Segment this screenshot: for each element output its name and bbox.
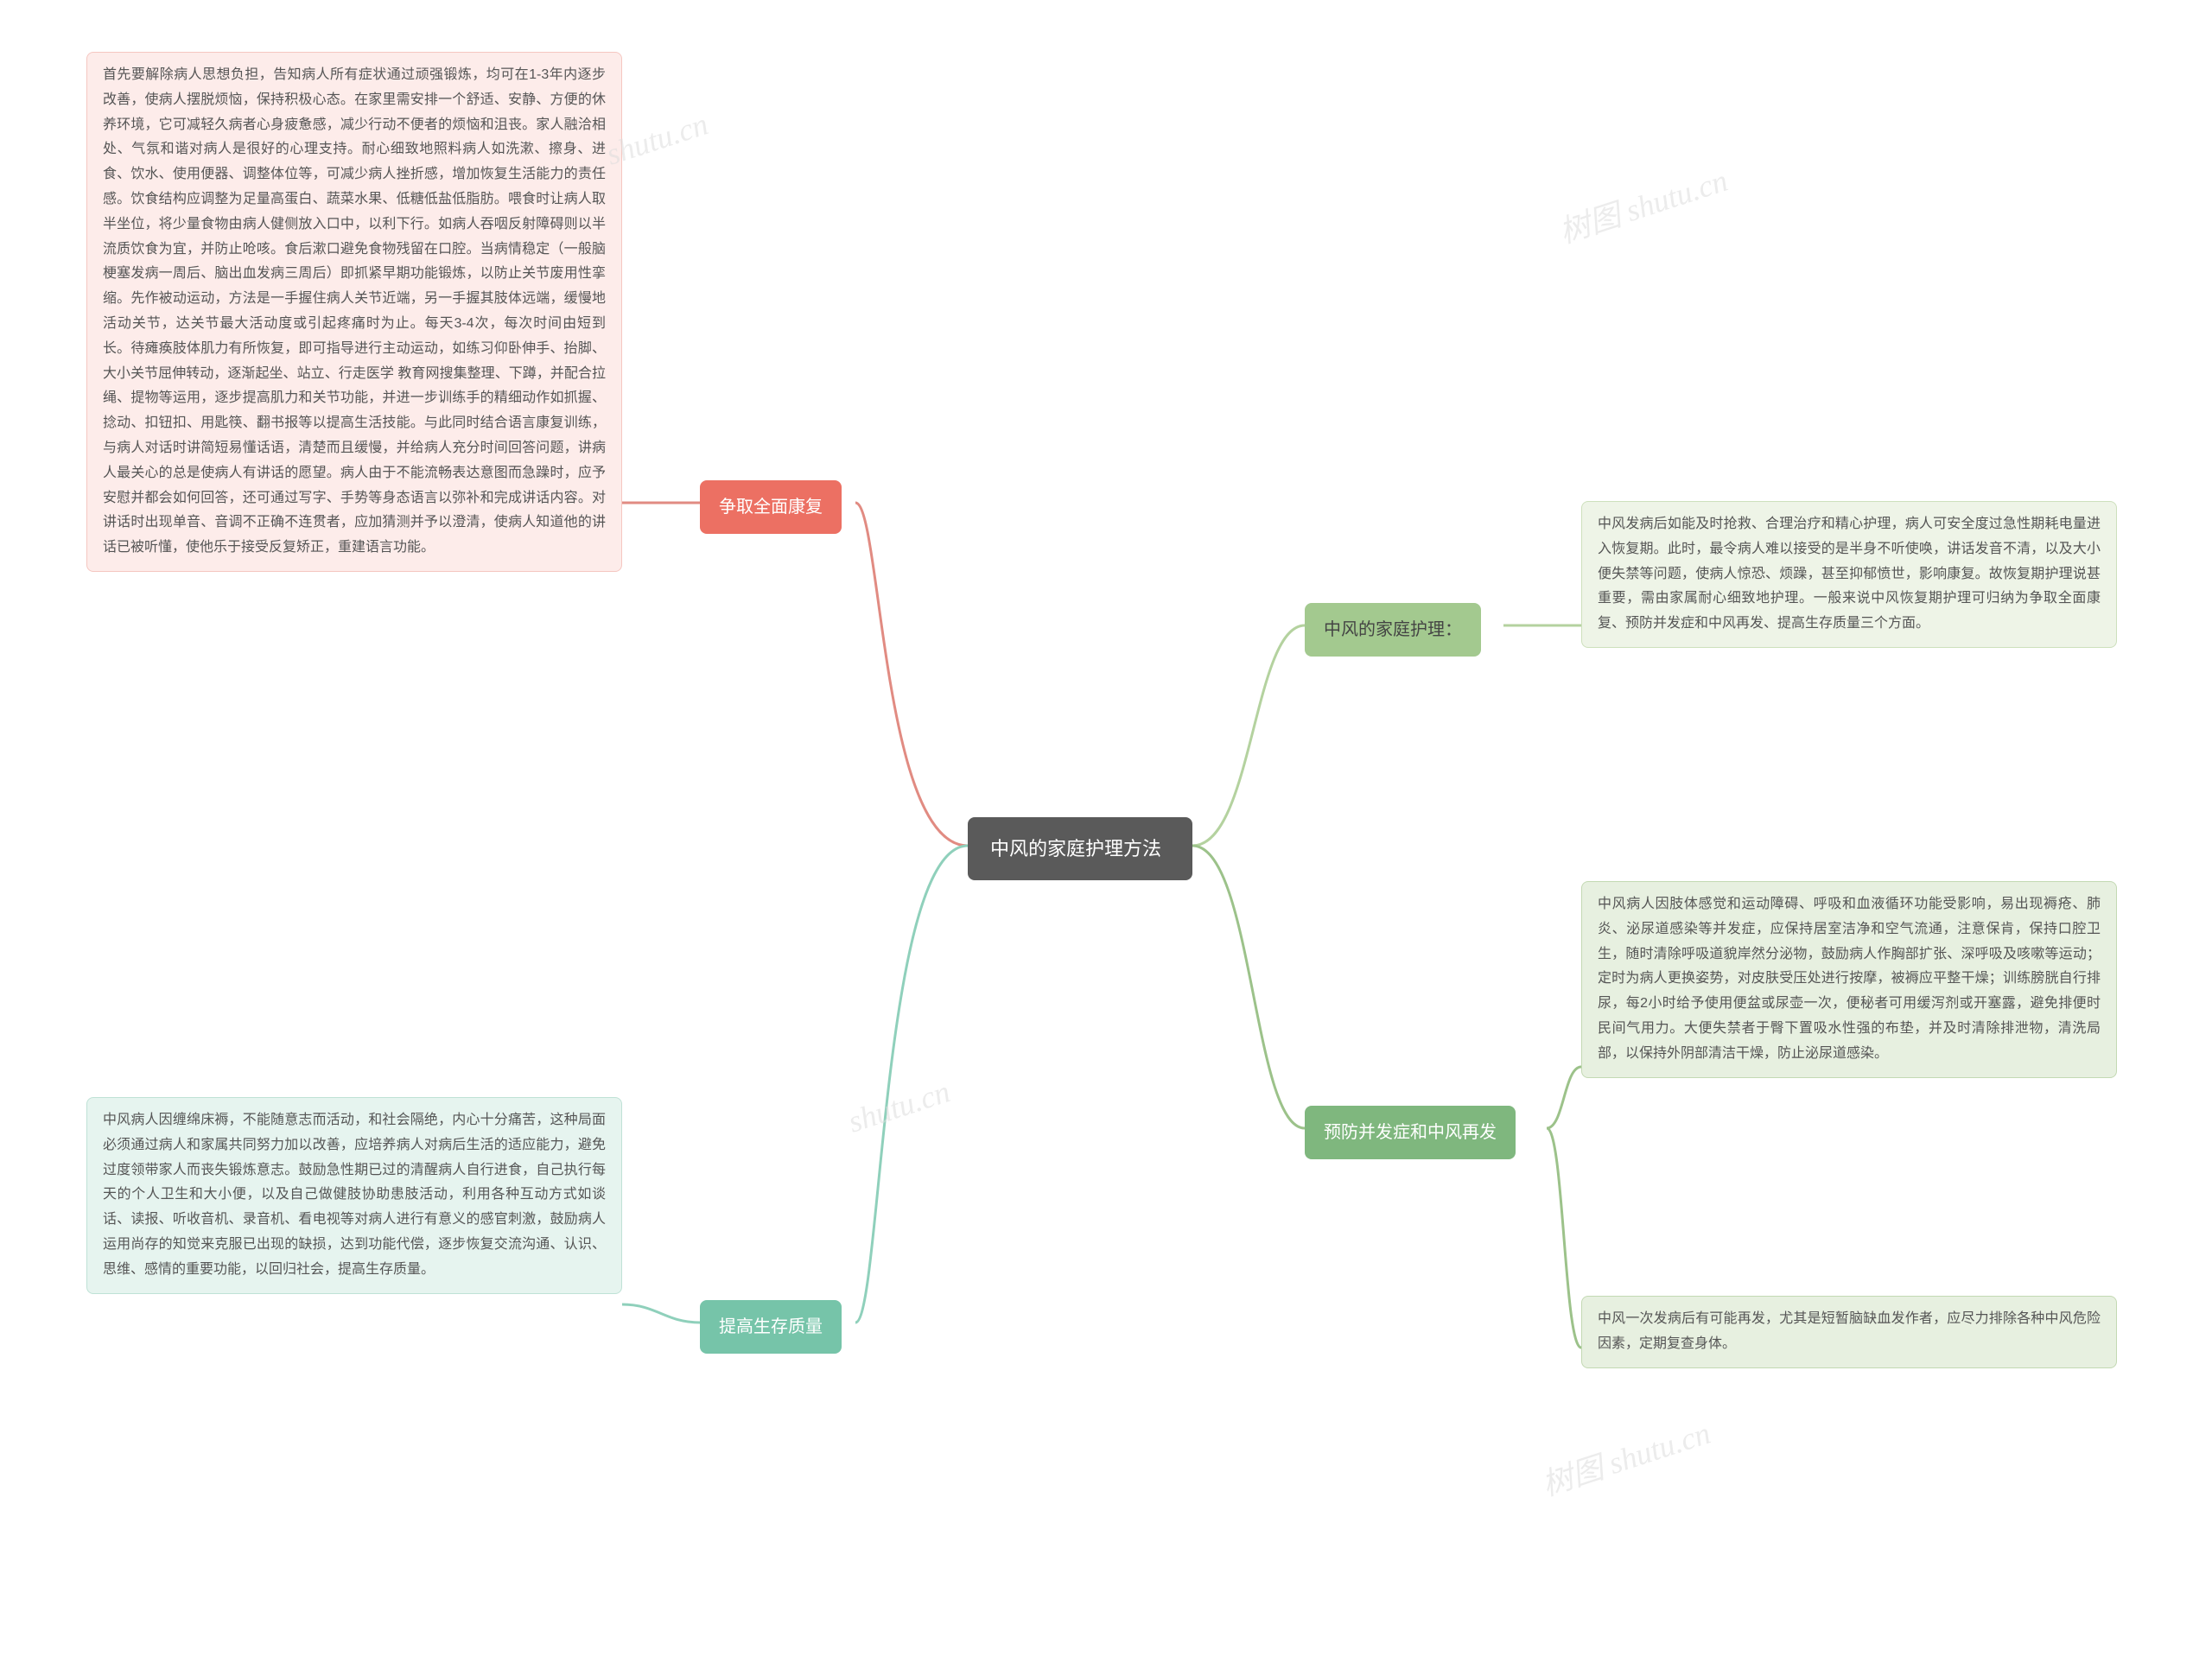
branch-full-recovery[interactable]: 争取全面康复 — [700, 480, 842, 534]
branch-quality-of-life[interactable]: 提高生存质量 — [700, 1300, 842, 1354]
mindmap-canvas: 中风的家庭护理方法 争取全面康复 提高生存质量 中风的家庭护理： 预防并发症和中… — [0, 0, 2212, 1675]
leaf-quality-of-life-text: 中风病人因缠绵床褥，不能随意志而活动，和社会隔绝，内心十分痛苦，这种局面必须通过… — [86, 1097, 622, 1294]
branch-home-care[interactable]: 中风的家庭护理： — [1305, 603, 1481, 657]
leaf-prevention-text-b: 中风一次发病后有可能再发，尤其是短暂脑缺血发作者，应尽力排除各种中风危险因素，定… — [1581, 1296, 2117, 1368]
leaf-home-care-text: 中风发病后如能及时抢救、合理治疗和精心护理，病人可安全度过急性期耗电量进入恢复期… — [1581, 501, 2117, 648]
leaf-full-recovery-text: 首先要解除病人思想负担，告知病人所有症状通过顽强锻炼，均可在1-3年内逐步改善，… — [86, 52, 622, 572]
leaf-prevention-text-a: 中风病人因肢体感觉和运动障碍、呼吸和血液循环功能受影响，易出现褥疮、肺炎、泌尿道… — [1581, 881, 2117, 1078]
branch-prevention[interactable]: 预防并发症和中风再发 — [1305, 1106, 1516, 1159]
watermark: 树图 shutu.cn — [1553, 155, 1732, 252]
root-node[interactable]: 中风的家庭护理方法 — [968, 817, 1192, 880]
watermark: 树图 shutu.cn — [1535, 1408, 1715, 1505]
watermark: shutu.cn — [843, 1073, 954, 1139]
